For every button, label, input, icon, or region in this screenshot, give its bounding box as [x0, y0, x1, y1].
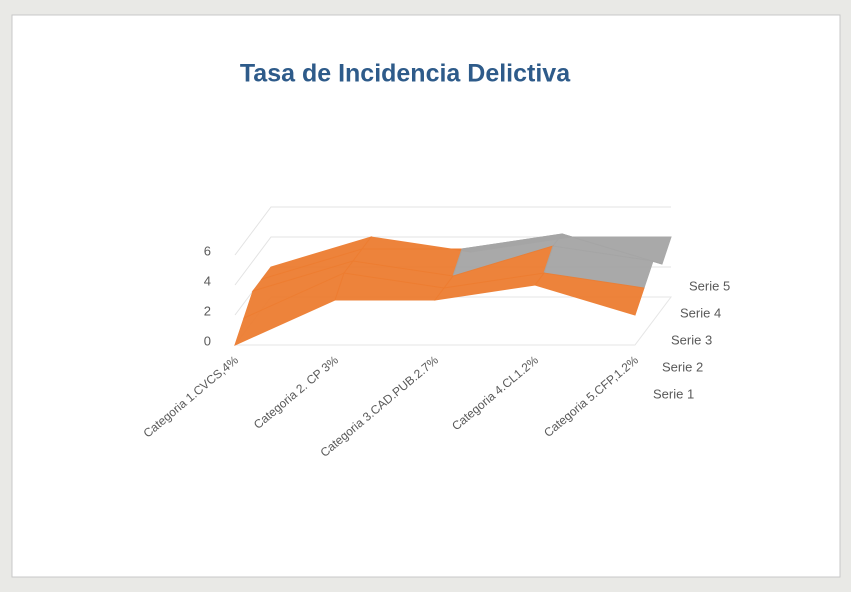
chart-title: Tasa de Incidencia Delictiva — [240, 60, 571, 88]
surface-patch — [534, 272, 645, 316]
grid-line — [234, 206, 671, 256]
y-tick-label: 6 — [204, 243, 211, 258]
y-tick-label: 4 — [204, 273, 211, 288]
series-label: Serie 4 — [680, 305, 721, 320]
grid-line — [234, 236, 671, 286]
y-tick-label: 0 — [204, 333, 211, 348]
series-label: Serie 5 — [689, 278, 730, 293]
series-label: Serie 3 — [671, 332, 712, 347]
y-tick-label: 2 — [204, 303, 211, 318]
series-label: Serie 2 — [662, 359, 703, 374]
series-label: Serie 1 — [653, 386, 694, 401]
